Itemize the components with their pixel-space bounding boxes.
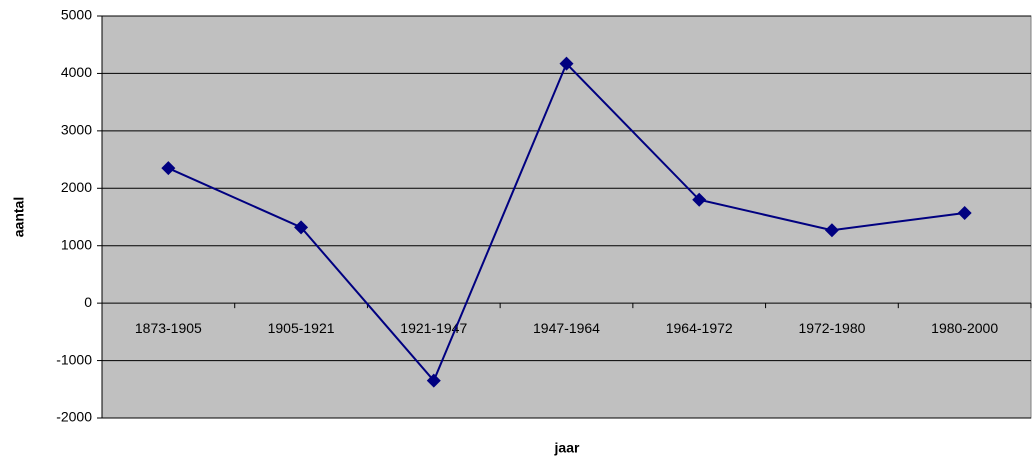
x-tick-label: 1947-1964	[533, 320, 600, 336]
marker	[957, 205, 972, 220]
y-tick-label: 1000	[61, 236, 92, 252]
x-tick-label: 1972-1980	[798, 320, 865, 336]
y-tick-label: 4000	[61, 64, 92, 80]
x-tick-label: 1980-2000	[931, 320, 998, 336]
y-tick-label: 2000	[61, 179, 92, 195]
y-tick-label: 0	[84, 294, 92, 310]
y-tick-label: 3000	[61, 122, 92, 138]
x-tick-label: 1964-1972	[666, 320, 733, 336]
marker	[294, 220, 309, 235]
marker	[161, 161, 176, 176]
y-tick-label: -2000	[56, 409, 92, 425]
y-tick-label: -1000	[56, 351, 92, 367]
x-tick-label: 1905-1921	[268, 320, 335, 336]
plot-area	[101, 15, 1032, 419]
marker	[824, 223, 839, 238]
marker	[426, 373, 441, 388]
x-tick-label: 1921-1947	[400, 320, 467, 336]
y-tick-label: 5000	[61, 7, 92, 23]
x-axis-label: jaar	[554, 440, 580, 456]
marker	[559, 56, 574, 71]
y-axis-label: aantal	[11, 197, 27, 237]
x-tick-label: 1873-1905	[135, 320, 202, 336]
marker	[692, 192, 707, 207]
